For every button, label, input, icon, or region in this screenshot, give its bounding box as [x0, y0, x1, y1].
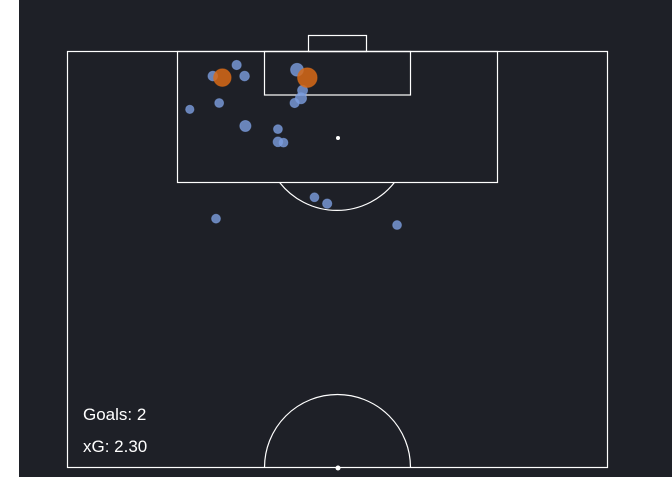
- xg-total-label: xG: 2.30: [83, 437, 147, 456]
- shot-point-1: [231, 59, 242, 71]
- shot-point-9: [185, 104, 195, 114]
- penalty-spot: [336, 136, 340, 140]
- shot-point-13: [278, 137, 289, 148]
- shot-point-17: [392, 220, 402, 230]
- shot-point-8: [214, 98, 225, 108]
- shot-point-15: [322, 198, 333, 209]
- shot-point-2: [239, 70, 250, 82]
- shot-point-16: [211, 213, 221, 224]
- goal: [307, 34, 368, 53]
- shots-layer: [185, 59, 402, 230]
- shot-point-14: [309, 192, 320, 203]
- goals-count-label: Goals: 2: [83, 405, 146, 424]
- penalty-arc: [279, 182, 395, 211]
- centre-circle: [263, 393, 412, 468]
- shot-point-10: [239, 119, 252, 133]
- shot-point-11: [273, 124, 283, 135]
- centre-spot: [335, 465, 341, 471]
- goal-shot-point-1: [213, 68, 232, 87]
- pitch-background: [19, 0, 672, 477]
- shot-point-6: [289, 97, 300, 109]
- goal-shot-point-2: [297, 67, 318, 88]
